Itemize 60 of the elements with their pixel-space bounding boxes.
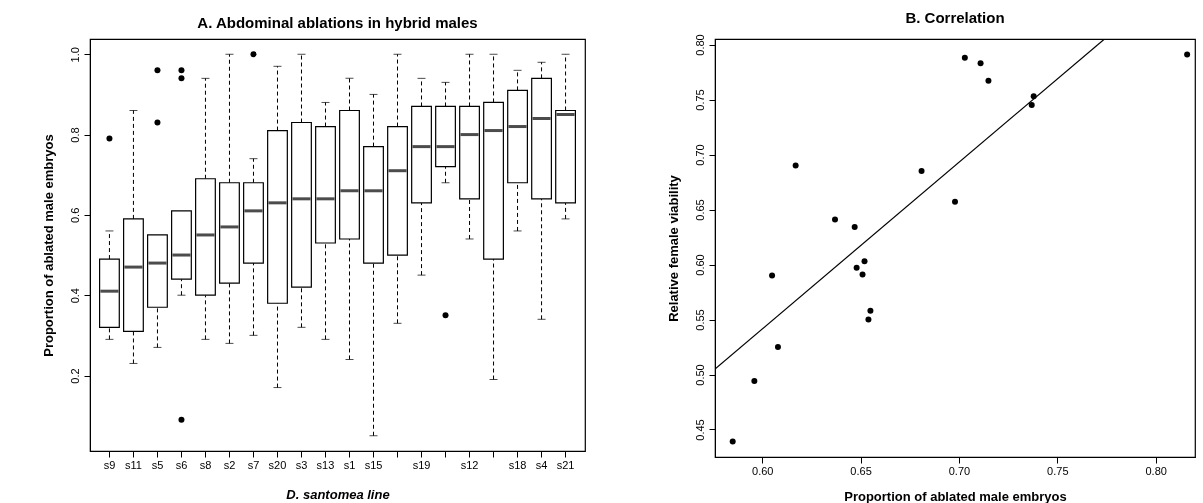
- point: [853, 264, 860, 271]
- y-tick-label: 0.8: [68, 127, 81, 143]
- y-tick-label: 0.4: [68, 288, 81, 304]
- x-tick-label: s6: [175, 458, 188, 471]
- point: [861, 258, 868, 265]
- x-tick-label: s8: [199, 458, 212, 471]
- point: [792, 162, 799, 169]
- x-tick-label: s19: [412, 458, 431, 471]
- point: [961, 54, 968, 61]
- point: [867, 307, 874, 314]
- y-tick-label: 0.50: [693, 364, 706, 386]
- x-tick-label: s4: [535, 458, 548, 471]
- x-tick-label: s13: [316, 458, 335, 471]
- y-tick-label: 0.6: [68, 207, 81, 224]
- x-tick-label: s15: [364, 458, 383, 471]
- x-tick-label: s11: [124, 458, 142, 471]
- y-tick-label: 0.45: [693, 419, 706, 441]
- chart-title: B. Correlation: [905, 8, 1005, 26]
- point: [1184, 51, 1191, 58]
- y-axis-title: Relative female viability: [665, 174, 681, 322]
- x-tick-label: s12: [460, 458, 479, 471]
- x-tick-label: 0.80: [1145, 464, 1167, 477]
- x-tick-label: s2: [223, 458, 236, 471]
- x-tick-label: 0.75: [1047, 464, 1069, 477]
- y-tick-label: 0.60: [693, 254, 706, 276]
- point: [832, 216, 838, 223]
- y-tick-label: 0.75: [693, 89, 706, 111]
- point: [985, 77, 992, 84]
- x-tick-label: s20: [268, 458, 287, 471]
- y-tick-label: 0.55: [693, 309, 706, 331]
- point: [751, 378, 758, 385]
- point: [859, 271, 866, 278]
- chart-title: A. Abdominal ablations in hybrid males: [197, 14, 478, 31]
- point: [977, 60, 984, 67]
- x-tick-label: 0.65: [850, 464, 872, 477]
- y-tick-label: 0.80: [693, 34, 706, 56]
- x-tick-label: 0.60: [752, 464, 774, 477]
- point: [729, 438, 736, 445]
- x-axis-title: D. santomea line: [286, 486, 390, 502]
- x-axis-title: Proportion of ablated male embryos: [844, 488, 1067, 503]
- x-tick-label: s1: [343, 458, 356, 471]
- point: [952, 198, 958, 205]
- y-tick-label: 1.0: [68, 47, 81, 63]
- x-tick-label: s18: [508, 458, 527, 471]
- point: [774, 344, 781, 350]
- x-tick-label: s21: [556, 458, 575, 471]
- x-tick-label: s7: [247, 458, 260, 471]
- y-tick-label: 0.2: [68, 368, 81, 384]
- x-tick-label: s9: [103, 458, 116, 471]
- point: [851, 224, 858, 231]
- point: [918, 168, 925, 174]
- x-tick-label: s5: [151, 458, 164, 471]
- y-tick-label: 0.70: [693, 144, 706, 166]
- x-tick-label: 0.70: [948, 464, 971, 477]
- point: [1028, 102, 1035, 108]
- y-tick-label: 0.65: [693, 199, 706, 221]
- point: [865, 316, 872, 323]
- x-tick-label: s3: [295, 458, 308, 471]
- y-axis-title: Proportion of ablated male embryos: [40, 134, 56, 357]
- point: [769, 272, 776, 279]
